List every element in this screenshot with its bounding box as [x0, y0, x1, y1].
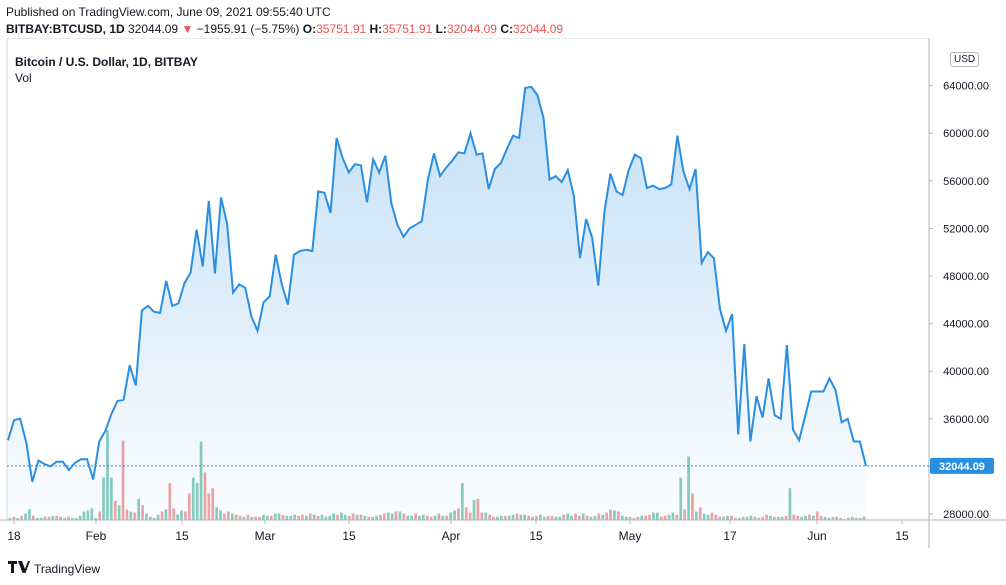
x-tick-label: 18 — [7, 529, 21, 543]
currency-button[interactable]: USD — [950, 52, 980, 67]
x-tick-label: May — [619, 529, 642, 543]
x-tick-label: 15 — [895, 529, 909, 543]
x-tick-label: Mar — [255, 529, 276, 543]
close-value: 32044.09 — [513, 22, 564, 36]
published-info: Published on TradingView.com, June 09, 2… — [6, 5, 331, 19]
low-value: 32044.09 — [446, 22, 497, 36]
down-arrow-icon: ▼ — [181, 22, 194, 36]
y-tick-label: 60000.00 — [943, 128, 989, 140]
last-price-badge: 32044.09 — [930, 457, 994, 474]
y-tick-label: 56000.00 — [943, 176, 989, 188]
high-label: H: — [369, 22, 383, 36]
x-tick-label: Apr — [442, 529, 461, 543]
x-tick-label: 15 — [342, 529, 356, 543]
x-tick-label: 17 — [723, 529, 737, 543]
price-line — [7, 85, 867, 483]
footer-branding[interactable]: TradingView — [8, 560, 100, 577]
x-tick-label: Jun — [807, 529, 826, 543]
y-tick-label: 48000.00 — [943, 271, 989, 283]
chart-legend: Bitcoin / U.S. Dollar, 1D, BITBAY Vol — [15, 54, 198, 86]
quote-line: BITBAY:BTCUSD, 1D 32044.09 ▼ −1955.91 (−… — [6, 22, 563, 36]
last-price-badge-label: 32044.09 — [939, 461, 985, 473]
x-tick-label: 15 — [529, 529, 543, 543]
price-change: −1955.91 (−5.75%) — [196, 22, 300, 36]
tradingview-logo-icon — [8, 560, 30, 577]
last-price: 32044.09 — [128, 22, 179, 36]
low-label: L: — [435, 22, 447, 36]
y-tick-label: 36000.00 — [943, 414, 989, 426]
y-tick-label: 44000.00 — [943, 319, 989, 331]
volume-label: Vol — [15, 71, 32, 85]
price-area-fill — [8, 86, 866, 521]
high-value: 35751.91 — [382, 22, 433, 36]
chart-title: Bitcoin / U.S. Dollar, 1D, BITBAY — [15, 55, 198, 69]
last-price-badge-bg — [930, 457, 994, 474]
x-tick-label: Feb — [86, 529, 107, 543]
y-tick-label: 40000.00 — [943, 366, 989, 378]
y-axis: 28000.0032000.0036000.0040000.0044000.00… — [929, 81, 989, 521]
price-chart[interactable]: 28000.0032000.0036000.0040000.0044000.00… — [0, 38, 1006, 558]
symbol-label: BITBAY:BTCUSD, 1D — [6, 22, 125, 36]
close-label: C: — [500, 22, 513, 36]
x-axis: 18 Feb 15 Mar 15 Apr 15 May 17 Jun 15 — [7, 520, 909, 543]
open-value: 35751.91 — [316, 22, 367, 36]
y-tick-label: 52000.00 — [943, 223, 989, 235]
brand-name: TradingView — [34, 561, 101, 576]
x-tick-label: 15 — [175, 529, 189, 543]
open-label: O: — [302, 22, 317, 36]
y-tick-label: 64000.00 — [943, 81, 989, 93]
y-tick-label: 28000.00 — [943, 509, 989, 521]
